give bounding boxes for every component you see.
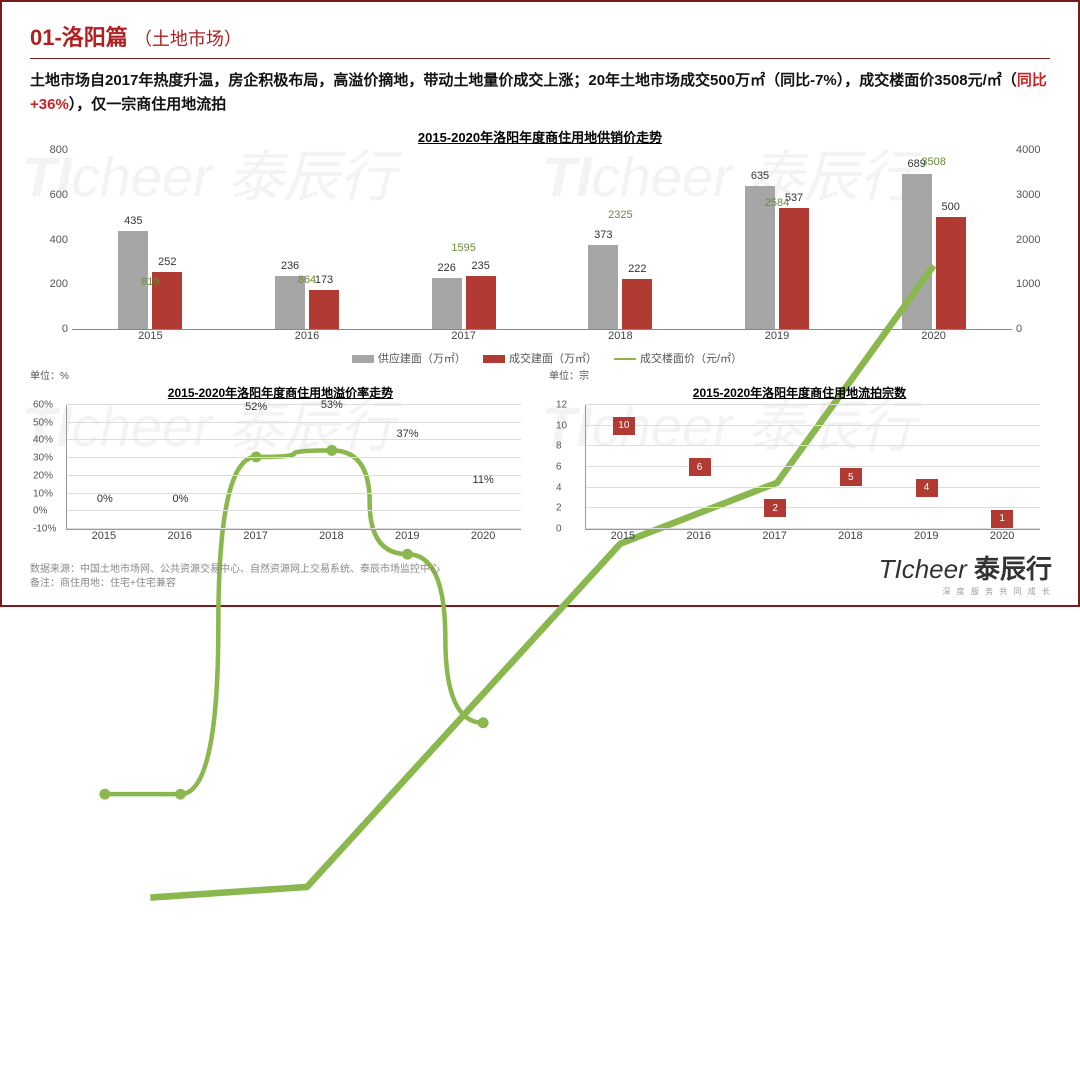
chart-failed: 单位：宗 2015-2020年洛阳年度商住用地流拍宗数 024681012106… [549,367,1050,542]
chart-premium: 单位：% 2015-2020年洛阳年度商住用地溢价率走势 -10%0%10%20… [30,367,531,542]
summary-text: 土地市场自2017年热度升温，房企积极布局，高溢价摘地，带动土地量价成交上涨；2… [30,69,1050,117]
chart-premium-unit: 单位：% [30,367,531,382]
brand-logo: TIcheer 泰辰行 深 度 服 务 共 同 成 长 [879,549,1052,597]
chart-premium-title: 2015-2020年洛阳年度商住用地溢价率走势 [30,384,531,401]
chart-failed-unit: 单位：宗 [549,367,1050,382]
slide-title-row: 01-洛阳篇 （土地市场） [30,20,1050,59]
chart-failed-title: 2015-2020年洛阳年度商住用地流拍宗数 [549,384,1050,401]
chart-main-title: 2015-2020年洛阳年度商住用地供销价走势 [30,127,1050,146]
footer-text: 数据来源：中国土地市场网、公共资源交易中心、自然资源网上交易系统、泰辰市场监控中… [30,563,440,591]
chart-main: 2015-2020年洛阳年度商住用地供销价走势 0200400600800 01… [30,127,1050,357]
slide-title: 01-洛阳篇 （土地市场） [30,25,242,50]
